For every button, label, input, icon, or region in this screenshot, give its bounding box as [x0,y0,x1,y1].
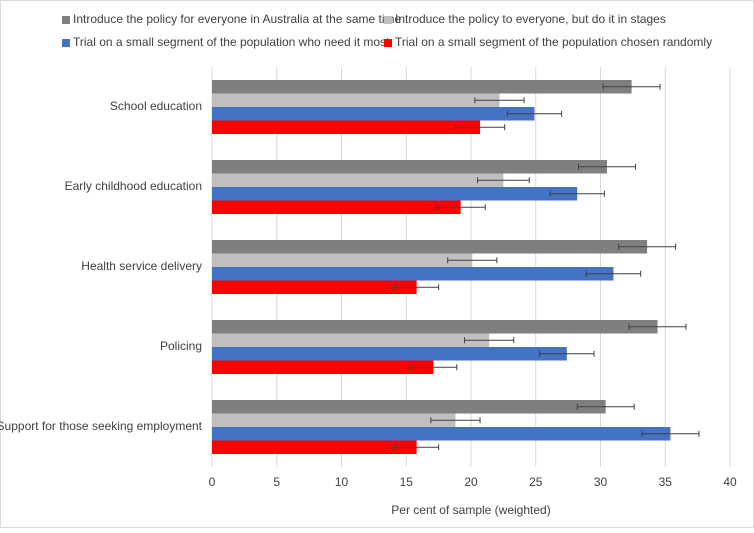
y-tick-label: Support for those seeking employment [0,419,203,433]
bar [212,427,671,441]
bar [212,200,461,214]
bar [212,120,481,134]
error-bar [585,270,642,277]
bar [212,240,648,254]
bar [212,333,490,347]
y-tick-label: Early childhood education [65,179,202,193]
legend-swatch [62,16,70,24]
y-tick-label: Health service delivery [81,259,202,273]
error-bar [464,337,515,344]
bar [212,93,500,107]
bar [212,347,567,361]
error-bar [602,83,661,90]
y-tick-label: School education [110,99,202,113]
x-tick-label: 0 [209,475,216,489]
x-tick-label: 30 [594,475,608,489]
x-axis-title: Per cent of sample (weighted) [391,503,550,517]
bar [212,187,578,201]
error-bar [628,323,687,330]
x-tick-label: 35 [659,475,673,489]
x-tick-label: 15 [400,475,414,489]
legend-swatch [384,16,392,24]
error-bar [394,284,440,291]
error-bar [409,364,458,371]
bar [212,413,456,427]
error-bar [506,110,563,117]
legend-swatch [62,39,70,47]
legend-label: Introduce the policy to everyone, but do… [395,12,666,26]
error-bar [454,124,506,131]
error-bar [539,350,595,357]
x-tick-label: 10 [335,475,349,489]
error-bar [549,190,605,197]
bar [212,280,417,294]
bar [212,80,632,94]
bar [212,253,473,267]
error-bar [641,430,700,437]
bar [212,320,658,334]
error-bar [577,163,636,170]
x-tick-label: 5 [273,475,280,489]
legend-label: Trial on a small segment of the populati… [395,35,712,49]
y-tick-label: Policing [160,339,202,353]
error-bar [476,177,530,184]
error-bar [435,204,486,211]
bar [212,267,614,281]
error-bar [474,97,525,104]
bar [212,107,535,121]
error-bar [430,417,481,424]
bar [212,160,607,174]
bar [212,400,606,414]
error-bar [618,243,677,250]
legend-label: Trial on a small segment of the populati… [73,35,390,49]
error-bar [576,403,635,410]
bar [212,440,417,454]
x-tick-label: 25 [529,475,543,489]
error-bar [394,444,440,451]
x-tick-label: 20 [464,475,478,489]
legend-swatch [384,39,392,47]
legend-label: Introduce the policy for everyone in Aus… [73,12,401,26]
error-bar [447,257,498,264]
x-tick-label: 40 [723,475,737,489]
bar [212,173,504,187]
bar [212,360,434,374]
